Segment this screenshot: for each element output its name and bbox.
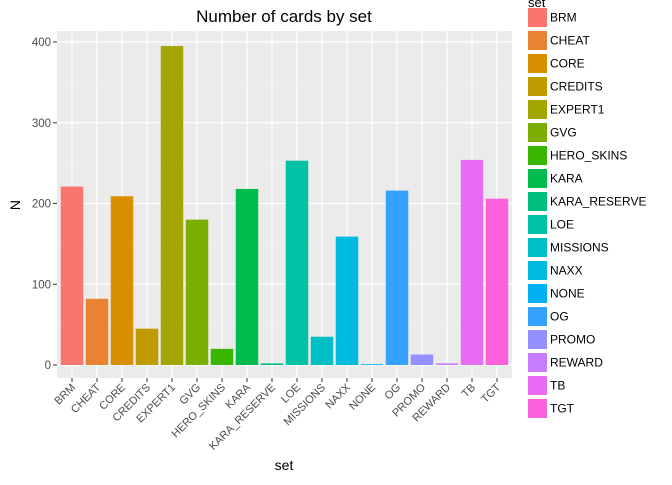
bar-expert1	[160, 46, 184, 365]
legend-title: set	[528, 0, 546, 10]
legend-swatch	[528, 77, 547, 96]
bar-brm	[60, 186, 84, 365]
legend-label: KARA_RESERVE	[550, 195, 647, 209]
bar-loe	[285, 160, 309, 365]
legend-label: EXPERT1	[550, 103, 605, 117]
legend-swatch	[528, 146, 547, 165]
y-tick-label: 200	[32, 199, 51, 211]
legend-label: TB	[550, 379, 565, 393]
bar-tgt	[485, 198, 509, 365]
legend-label: CREDITS	[550, 80, 603, 94]
x-axis-label: set	[275, 457, 294, 473]
bar-og	[385, 190, 409, 365]
legend-label: REWARD	[550, 356, 603, 370]
y-tick-label: 400	[32, 37, 51, 49]
legend-label: NONE	[550, 287, 585, 301]
y-axis: 0 100 200 300 400	[32, 37, 57, 372]
bar-cheat	[85, 298, 109, 365]
bar-tb	[460, 159, 484, 365]
legend-swatch	[528, 169, 547, 188]
legend-swatch	[528, 307, 547, 326]
bar-naxx	[335, 236, 359, 365]
legend-label: GVG	[550, 126, 577, 140]
y-tick-label: 100	[32, 279, 51, 291]
legend-swatch	[528, 100, 547, 119]
legend-swatch	[528, 261, 547, 280]
legend-swatch	[528, 238, 547, 257]
legend-swatch	[528, 399, 547, 418]
legend-label: CORE	[550, 57, 585, 71]
bars	[60, 46, 509, 365]
x-tick-label: OG	[383, 382, 404, 403]
bar-reward	[435, 363, 459, 365]
legend: set BRM CHEAT CORE CREDITS EXPERT1 GVG HERO_SK…	[528, 0, 647, 418]
y-axis-label: N	[7, 200, 23, 210]
legend-swatch	[528, 192, 547, 211]
legend-label: OG	[550, 310, 569, 324]
legend-label: NAXX	[550, 264, 583, 278]
x-tick-label: TGT	[479, 381, 503, 405]
y-tick-label: 300	[32, 118, 51, 130]
legend-label: TGT	[550, 402, 575, 416]
bar-credits	[135, 328, 159, 365]
bar-gvg	[185, 219, 209, 365]
legend-swatch	[528, 54, 547, 73]
legend-label: MISSIONS	[550, 241, 609, 255]
legend-swatch	[528, 123, 547, 142]
legend-swatch	[528, 31, 547, 50]
legend-label: CHEAT	[550, 34, 590, 48]
bar-promo	[410, 354, 434, 365]
legend-swatch	[528, 215, 547, 234]
bar-missions	[310, 336, 334, 365]
bar-kara	[235, 188, 259, 365]
chart-title: Number of cards by set	[196, 7, 372, 26]
legend-label: HERO_SKINS	[550, 149, 627, 163]
legend-swatch	[528, 330, 547, 349]
bar-core	[110, 196, 134, 365]
bar-hero-skins	[210, 348, 234, 365]
bar-kara-reserve	[260, 363, 284, 365]
legend-swatch	[528, 284, 547, 303]
legend-swatch	[528, 8, 547, 27]
legend-label: KARA	[550, 172, 583, 186]
x-tick-label: NONE	[347, 382, 378, 413]
legend-swatch	[528, 353, 547, 372]
bar-none	[360, 364, 384, 365]
legend-label: LOE	[550, 218, 574, 232]
legend-label: BRM	[550, 11, 577, 25]
legend-label: PROMO	[550, 333, 595, 347]
y-tick-label: 0	[45, 360, 51, 372]
legend-swatch	[528, 376, 547, 395]
x-tick-label: TB	[460, 382, 478, 400]
